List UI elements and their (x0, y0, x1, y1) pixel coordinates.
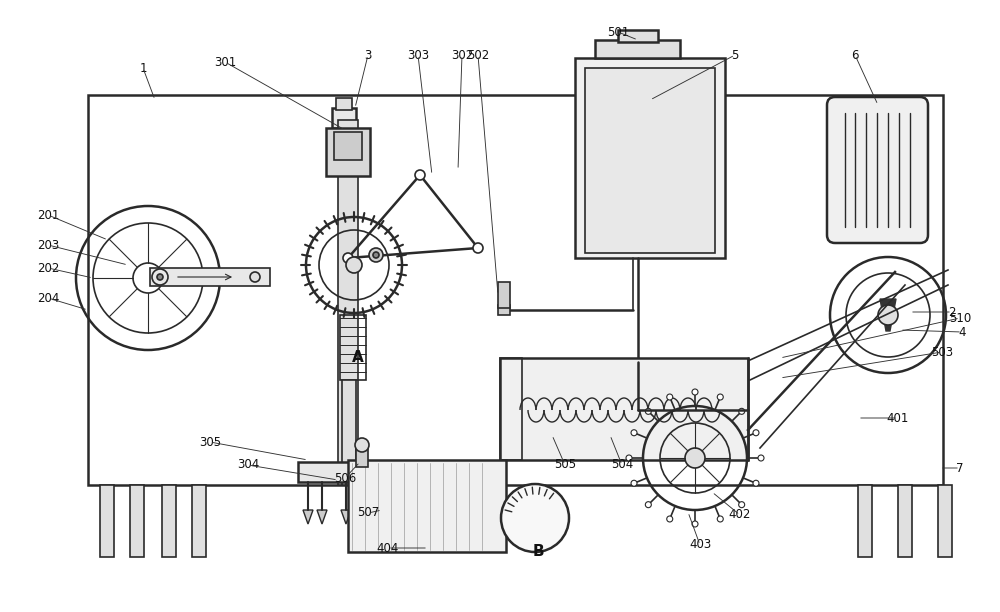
Text: 503: 503 (931, 346, 953, 359)
Text: 506: 506 (334, 471, 356, 485)
Bar (342, 380, 356, 485)
Circle shape (878, 305, 898, 325)
Circle shape (739, 408, 745, 414)
Bar (162, 485, 176, 557)
Bar (334, 132, 362, 160)
Circle shape (250, 272, 260, 282)
Text: 501: 501 (607, 26, 629, 39)
Text: 7: 7 (956, 461, 964, 474)
Text: 305: 305 (199, 436, 221, 449)
Circle shape (685, 448, 705, 468)
Bar (498, 282, 510, 308)
Circle shape (758, 455, 764, 461)
Bar (500, 358, 522, 460)
Text: 201: 201 (37, 209, 59, 222)
Text: 6: 6 (851, 48, 859, 61)
Circle shape (692, 521, 698, 527)
Text: 505: 505 (554, 458, 576, 471)
Circle shape (645, 502, 651, 508)
Circle shape (645, 408, 651, 414)
FancyBboxPatch shape (827, 97, 928, 243)
Text: 302: 302 (451, 48, 473, 61)
Polygon shape (317, 510, 327, 524)
Text: 3: 3 (364, 48, 372, 61)
Circle shape (631, 430, 637, 436)
Circle shape (157, 274, 163, 280)
Bar (585, 68, 715, 253)
Text: 1: 1 (139, 61, 147, 75)
Circle shape (152, 269, 168, 285)
Text: 4: 4 (958, 326, 966, 338)
Bar (340, 315, 366, 380)
Circle shape (717, 394, 723, 400)
Circle shape (626, 455, 632, 461)
Text: 303: 303 (407, 48, 429, 61)
Bar (500, 358, 748, 460)
Text: 5: 5 (731, 48, 739, 61)
Bar (348, 460, 506, 552)
Text: 304: 304 (237, 458, 259, 471)
Polygon shape (373, 510, 383, 524)
Bar (192, 485, 206, 557)
Circle shape (717, 516, 723, 522)
Text: 204: 204 (37, 291, 59, 305)
Text: 507: 507 (357, 507, 379, 520)
Bar (326, 128, 370, 176)
Bar (618, 30, 658, 42)
Circle shape (753, 430, 759, 436)
Circle shape (667, 516, 673, 522)
Circle shape (346, 257, 362, 273)
Text: B: B (532, 545, 544, 559)
Text: 203: 203 (37, 239, 59, 252)
Bar (336, 98, 352, 110)
Bar (898, 485, 912, 557)
Bar (595, 40, 680, 58)
Text: 402: 402 (729, 509, 751, 521)
Bar (858, 485, 872, 557)
Circle shape (355, 438, 369, 452)
Polygon shape (357, 510, 367, 524)
Bar (498, 305, 510, 315)
Text: 510: 510 (949, 312, 971, 324)
Circle shape (473, 243, 483, 253)
Bar (356, 445, 368, 467)
Circle shape (415, 170, 425, 180)
Bar (332, 108, 356, 128)
Text: 404: 404 (377, 542, 399, 554)
Bar (338, 120, 358, 485)
Text: 2: 2 (948, 305, 956, 318)
Text: 502: 502 (467, 48, 489, 61)
Bar (298, 462, 396, 482)
Circle shape (753, 480, 759, 487)
Text: 504: 504 (611, 458, 633, 471)
Circle shape (343, 253, 353, 263)
Circle shape (373, 252, 379, 258)
Circle shape (739, 502, 745, 508)
Bar (130, 485, 144, 557)
Text: 403: 403 (689, 539, 711, 551)
Text: A: A (352, 351, 364, 365)
Bar (938, 485, 952, 557)
Circle shape (667, 394, 673, 400)
Polygon shape (880, 299, 896, 331)
Bar (88, 95, 943, 485)
Circle shape (369, 248, 383, 262)
Text: 401: 401 (887, 411, 909, 425)
Polygon shape (341, 510, 351, 524)
Polygon shape (303, 510, 313, 524)
Bar (150, 268, 270, 286)
Bar (100, 485, 114, 557)
Text: 301: 301 (214, 56, 236, 69)
Circle shape (692, 389, 698, 395)
Bar (575, 58, 725, 258)
Circle shape (501, 484, 569, 552)
Text: 202: 202 (37, 261, 59, 275)
Circle shape (631, 480, 637, 487)
